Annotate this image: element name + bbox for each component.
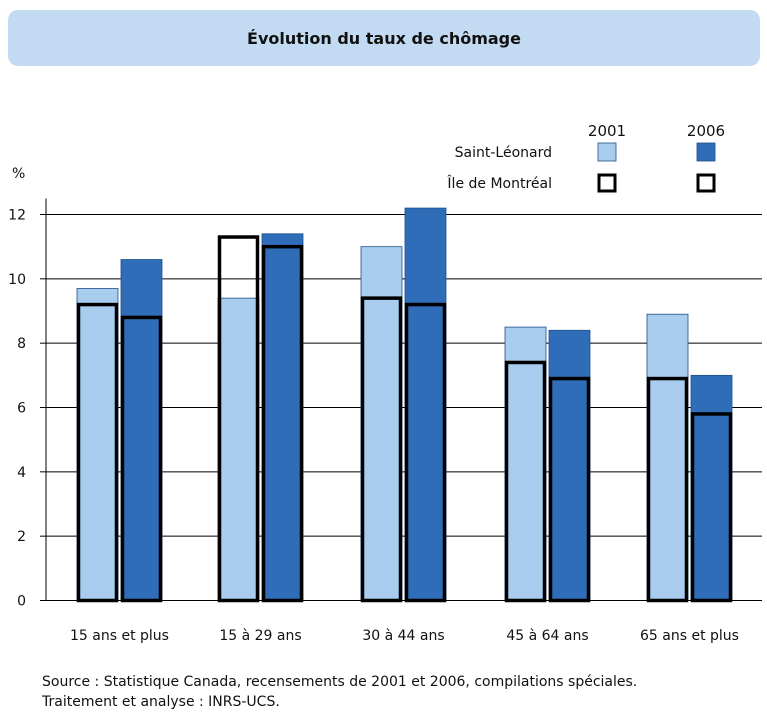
legend-swatch-saint-leonard-2001 [597, 142, 617, 162]
bar-saint-leonard-2001 [646, 313, 689, 601]
legend-swatch-ile-de-montreal-2006 [696, 173, 716, 193]
bar-saint-leonard-2006 [261, 233, 304, 601]
bar-saint-leonard-2006 [404, 207, 447, 601]
analysis-line: Traitement et analyse : INRS-UCS. [42, 694, 280, 710]
bar-saint-leonard-2001 [76, 288, 119, 601]
grid-lines [46, 214, 762, 537]
y-tick-label: 2 [17, 529, 26, 545]
bar-saint-leonard-2001 [504, 326, 547, 601]
source-note: Source : Statistique Canada, recensement… [42, 672, 637, 712]
y-axis-label: % [12, 166, 25, 182]
x-category-label: 15 ans et plus [70, 628, 169, 644]
y-tick-label: 10 [8, 272, 26, 288]
source-line: Source : Statistique Canada, recensement… [42, 674, 638, 690]
x-category-label: 15 à 29 ans [219, 628, 301, 644]
bar-saint-leonard-2001 [217, 297, 260, 601]
y-tick-label: 6 [17, 401, 26, 417]
x-category-label: 30 à 44 ans [362, 628, 444, 644]
bar-saint-leonard-2006 [690, 374, 733, 601]
legend-swatch-saint-leonard-2006 [696, 142, 716, 162]
bar-saint-leonard-2006 [120, 259, 163, 601]
legend: 2001 2006 Saint-Léonard Île de Montréal [446, 122, 725, 193]
axes: 0 2 4 6 8 10 12% 15 ans et plus 15 à 29 ans 30 à … [8, 166, 762, 644]
legend-year: 2006 [687, 122, 725, 140]
y-tick-label: 8 [17, 336, 26, 352]
bar-saint-leonard-2001 [360, 246, 403, 601]
legend-year: 2001 [588, 122, 626, 140]
legend-series-label: Île de Montréal [446, 174, 552, 192]
chart-title: Évolution du taux de chômage [8, 10, 760, 66]
bars [76, 207, 733, 603]
y-tick-label: 4 [17, 465, 26, 481]
legend-series-label: Saint-Léonard [455, 145, 552, 161]
bar-saint-leonard-2006 [548, 329, 591, 601]
legend-swatch-ile-de-montreal-2001 [597, 173, 617, 193]
y-tick-label: 0 [17, 594, 26, 610]
x-category-label: 65 ans et plus [640, 628, 739, 644]
x-category-label: 45 à 64 ans [506, 628, 588, 644]
y-tick-label: 12 [8, 208, 26, 224]
